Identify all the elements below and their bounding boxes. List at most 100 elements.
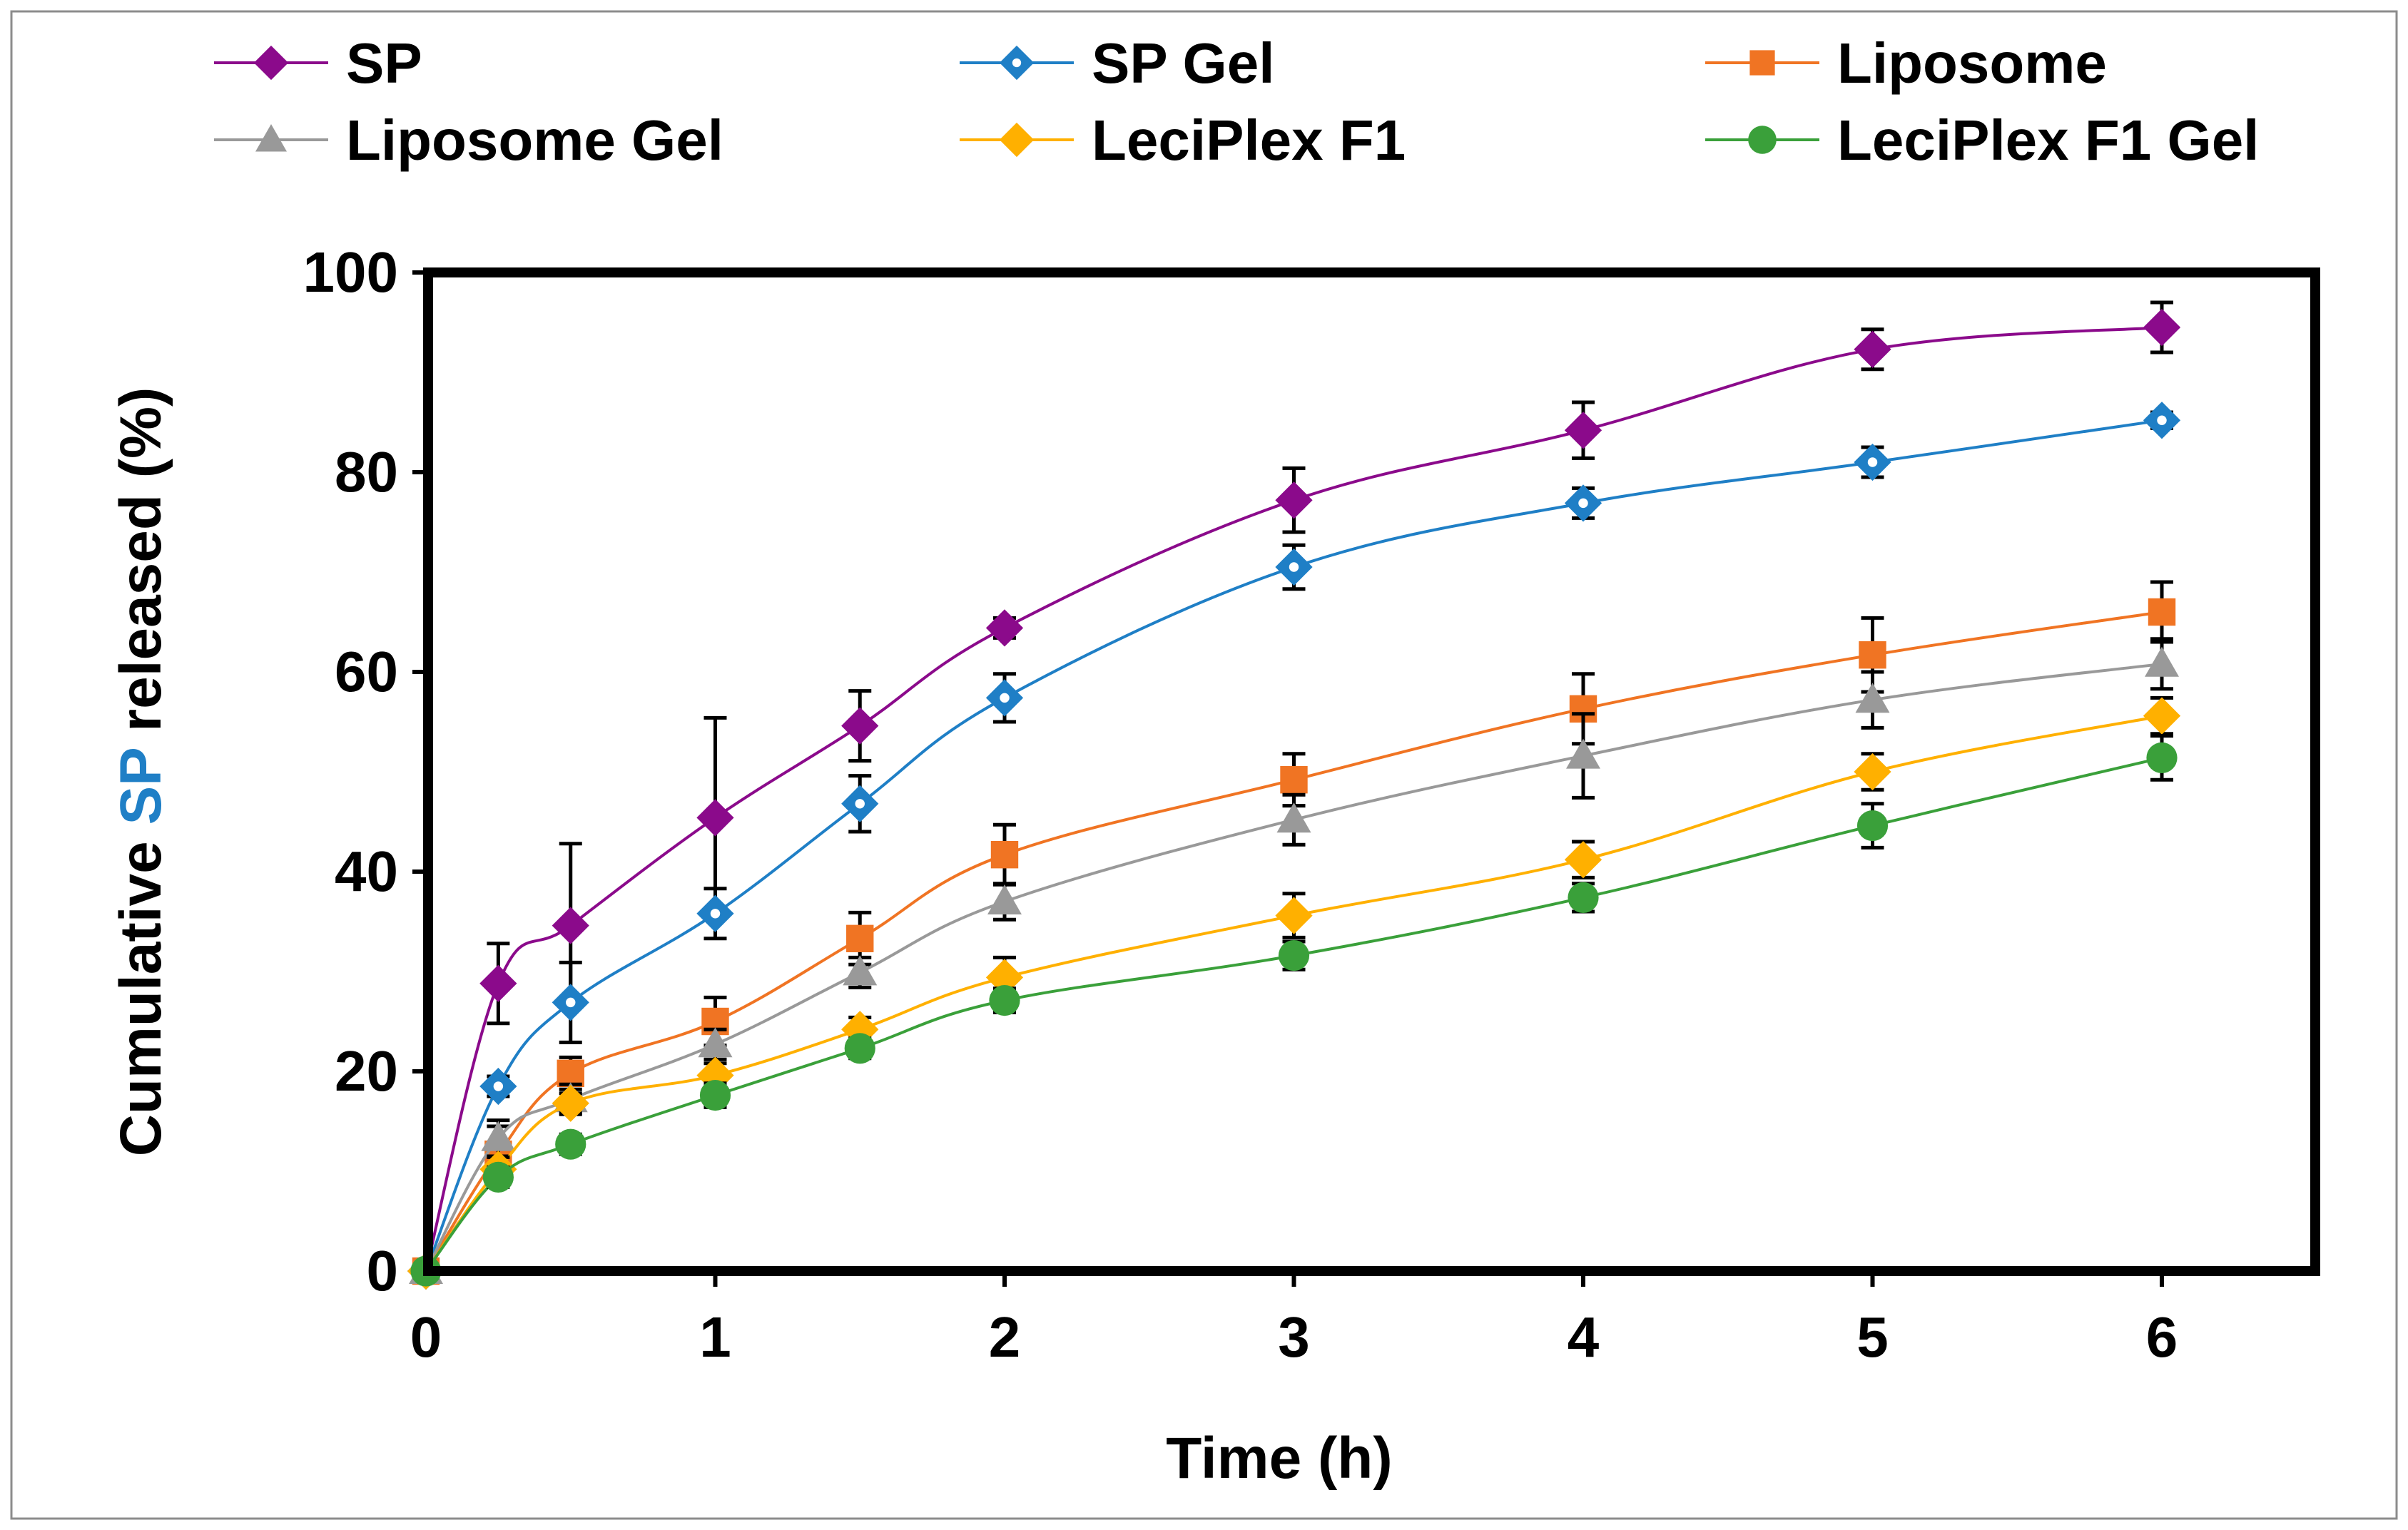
data-point	[990, 841, 1019, 869]
y-tick-label: 100	[303, 240, 398, 304]
data-point	[841, 785, 879, 822]
marker-center	[1012, 58, 1022, 68]
data-point	[1275, 548, 1313, 586]
legend-marker	[1749, 50, 1775, 76]
series-layer	[407, 300, 2181, 1290]
data-point	[1568, 882, 1599, 913]
x-axis-title: Time (h)	[1166, 1426, 1392, 1491]
legend-label: SP	[346, 31, 422, 95]
data-point	[555, 1128, 586, 1160]
legend-label: LeciPlex F1	[1092, 108, 1406, 172]
series-sp	[407, 300, 2181, 1290]
y-tick-label: 80	[335, 440, 398, 504]
data-point	[844, 1033, 875, 1064]
legend-marker	[999, 45, 1035, 81]
data-point	[989, 985, 1020, 1016]
data-point	[479, 1067, 517, 1106]
data-point	[843, 955, 878, 986]
marker-center	[1867, 457, 1878, 467]
x-tick-label: 5	[1856, 1305, 1889, 1369]
series-leciplex-f1-gel	[410, 734, 2178, 1287]
x-tick-label: 1	[699, 1305, 731, 1369]
data-point	[696, 799, 734, 837]
y-tick-label: 40	[335, 840, 398, 903]
data-point	[846, 924, 874, 952]
x-tick-label: 0	[410, 1305, 442, 1369]
data-point	[841, 707, 879, 745]
legend-item: SP	[214, 31, 422, 95]
legend: SP SP Gel Liposome Liposome Gel LeciPlex F1 L…	[214, 31, 2259, 172]
x-axis-ticks: 0 1 2 3 4 5 6	[410, 1271, 2178, 1369]
y-tick-label: 0	[367, 1239, 399, 1302]
data-point	[1564, 484, 1602, 522]
data-point	[1859, 641, 1886, 669]
data-point	[699, 1080, 731, 1111]
data-point	[2143, 402, 2181, 439]
data-point	[1276, 802, 1311, 833]
legend-label: LeciPlex F1 Gel	[1837, 108, 2259, 172]
legend-item: LeciPlex F1 Gel	[1705, 108, 2259, 172]
y-tick-label: 60	[335, 640, 398, 703]
marker-center	[2157, 415, 2167, 425]
data-point	[552, 984, 589, 1021]
data-point	[2143, 697, 2181, 735]
legend-marker	[253, 45, 289, 81]
data-point	[985, 679, 1024, 717]
data-point	[1280, 766, 1308, 794]
data-point	[1854, 443, 1891, 481]
legend-item: Liposome Gel	[214, 108, 723, 172]
data-point	[552, 1084, 589, 1122]
y-axis-ticks: 0 20 40 60 80 100	[303, 240, 428, 1302]
data-point	[1854, 753, 1891, 791]
marker-center	[1000, 693, 1010, 703]
data-point	[2146, 742, 2178, 773]
y-axis-title-highlight: SP	[108, 748, 173, 825]
data-point	[2145, 646, 2179, 677]
series-line	[425, 419, 2163, 1272]
data-point	[481, 1121, 516, 1151]
x-tick-label: 2	[989, 1305, 1021, 1369]
data-point	[985, 609, 1024, 647]
data-point	[1566, 738, 1600, 769]
data-point	[696, 894, 734, 932]
x-tick-label: 4	[1568, 1305, 1600, 1369]
legend-item: LeciPlex F1	[960, 108, 1406, 172]
marker-center	[1578, 498, 1588, 509]
marker-center	[493, 1081, 504, 1091]
data-point	[1854, 330, 1891, 368]
x-tick-label: 3	[1278, 1305, 1310, 1369]
data-point	[2148, 598, 2176, 626]
legend-item: SP Gel	[960, 31, 1274, 95]
legend-marker	[1748, 126, 1777, 154]
series-sp-gel	[407, 402, 2181, 1290]
plot-area-border	[423, 267, 2320, 1276]
legend-item: Liposome	[1705, 31, 2107, 95]
legend-label: Liposome Gel	[346, 108, 723, 172]
data-point	[1856, 810, 1889, 842]
y-axis-title-suffix: released (%)	[108, 387, 173, 748]
marker-center	[855, 799, 865, 809]
data-point	[479, 964, 517, 1002]
x-tick-label: 6	[2146, 1305, 2178, 1369]
data-point	[552, 907, 589, 944]
data-point	[1564, 412, 1602, 449]
legend-marker	[255, 124, 287, 152]
data-point	[1278, 940, 1310, 971]
legend-marker	[999, 122, 1035, 158]
legend-label: Liposome	[1837, 31, 2107, 95]
data-point	[1855, 683, 1890, 713]
data-point	[698, 1027, 733, 1058]
y-axis-title: Cumulative SP released (%)	[108, 387, 173, 1157]
y-axis-title-prefix: Cumulative	[108, 825, 173, 1157]
y-tick-label: 20	[335, 1039, 398, 1103]
data-point	[482, 1161, 514, 1193]
data-point	[1564, 841, 1602, 879]
legend-label: SP Gel	[1092, 31, 1274, 95]
data-point	[1275, 481, 1313, 519]
marker-center	[1289, 562, 1299, 572]
marker-center	[710, 909, 721, 919]
data-point	[1275, 897, 1313, 934]
data-point	[2143, 308, 2181, 347]
data-point	[987, 884, 1022, 914]
